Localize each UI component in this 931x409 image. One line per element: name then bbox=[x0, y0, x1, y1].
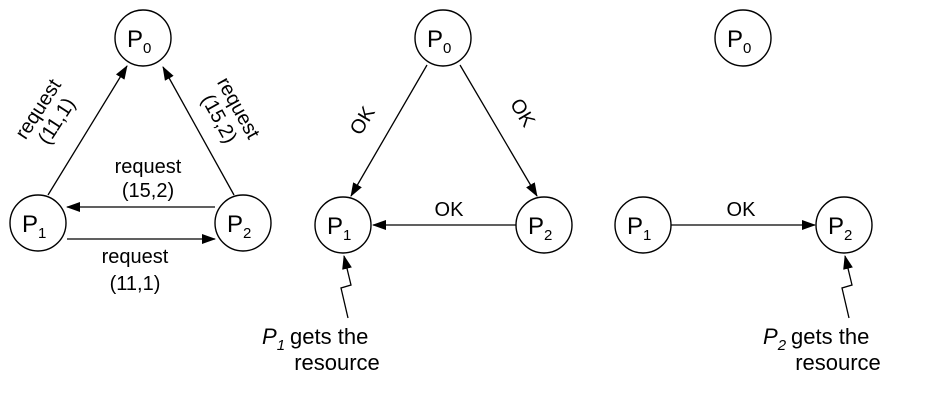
edge-p2-to-p0 bbox=[162, 66, 235, 196]
edge-p0-to-p1-ok bbox=[350, 64, 428, 197]
label-request-p1-p0: request (11,1) bbox=[11, 75, 80, 149]
node-p0-name: P bbox=[127, 26, 143, 53]
node-p1-panel2: P1 bbox=[314, 196, 372, 254]
node-p2-panel2: P2 bbox=[515, 196, 573, 254]
node-p0-panel3: P0 bbox=[714, 9, 772, 67]
svg-text:P0: P0 bbox=[427, 26, 451, 57]
note-p1-line1: P1 gets the bbox=[262, 324, 368, 354]
zigzag-arrow-p1 bbox=[340, 255, 352, 319]
label-request-p1-p2-line1: request bbox=[102, 246, 169, 268]
label-request-p2-p1-line1: request bbox=[115, 156, 182, 178]
svg-text:P1: P1 bbox=[22, 211, 46, 242]
node-p0-panel2: P0 bbox=[414, 9, 472, 67]
svg-text:OK: OK bbox=[505, 95, 539, 132]
node-p2-sub: 2 bbox=[243, 225, 251, 242]
node-p0: P0 bbox=[114, 9, 172, 67]
svg-text:P2: P2 bbox=[828, 213, 852, 244]
label-ok-p2-p1: OK bbox=[435, 199, 465, 221]
svg-text:P2: P2 bbox=[528, 213, 552, 244]
panel-3: P0 P1 P2 OK P2 gets the resource bbox=[614, 9, 881, 375]
node-p1-name: P bbox=[22, 211, 38, 238]
node-p2: P2 bbox=[214, 194, 272, 252]
panel-1: P0 P1 P2 request (11,1) request (15,2) r… bbox=[9, 9, 272, 295]
node-p0-sub: 0 bbox=[143, 40, 151, 57]
svg-text:P0: P0 bbox=[727, 26, 751, 57]
node-p1: P1 bbox=[9, 194, 67, 252]
label-request-p2-p0: request (15,2) bbox=[196, 74, 264, 147]
label-ok-p0-p1: OK bbox=[346, 102, 380, 139]
note-p2-line1: P2 gets the bbox=[763, 324, 869, 354]
svg-text:P1: P1 bbox=[627, 213, 651, 244]
label-request-p1-p2-line2: (11,1) bbox=[110, 273, 161, 295]
zigzag-arrow-p2 bbox=[841, 255, 853, 319]
note-p1-line2: resource bbox=[294, 350, 380, 375]
edge-p0-to-p2-ok bbox=[459, 64, 538, 197]
label-ok-p0-p2: OK bbox=[505, 95, 539, 132]
note-p2-line2: resource bbox=[795, 350, 881, 375]
node-p2-name: P bbox=[227, 211, 243, 238]
label-ok-p1-p2: OK bbox=[727, 199, 757, 221]
panel-2: P0 P1 P2 OK OK OK P1 gets the resource bbox=[262, 9, 573, 375]
svg-text:P1: P1 bbox=[327, 213, 351, 244]
svg-text:P0: P0 bbox=[127, 26, 151, 57]
node-p1-sub: 1 bbox=[38, 225, 46, 242]
svg-text:OK: OK bbox=[346, 102, 380, 139]
edge-p1-to-p0 bbox=[47, 65, 128, 196]
label-request-p2-p1-line2: (15,2) bbox=[122, 180, 174, 202]
node-p2-panel3: P2 bbox=[815, 196, 873, 254]
svg-text:P2: P2 bbox=[227, 211, 251, 242]
node-p1-panel3: P1 bbox=[614, 196, 672, 254]
